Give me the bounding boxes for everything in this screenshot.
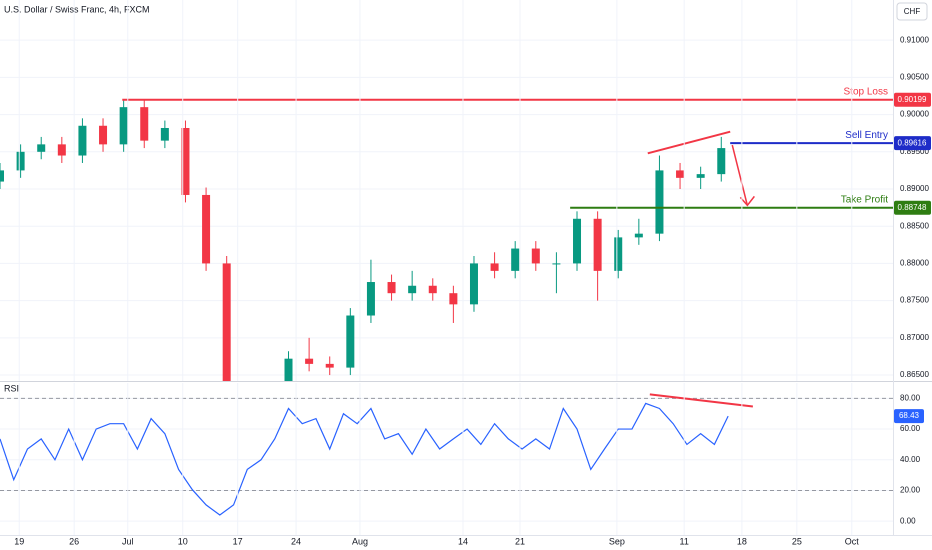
- candle-body: [634, 233, 643, 238]
- x-tick-label: 10: [178, 536, 188, 546]
- y-tick-label: 40.00: [900, 455, 921, 464]
- level-tag: [894, 92, 931, 107]
- arrow-head: [739, 195, 755, 207]
- level-value: 0.88748: [898, 203, 927, 212]
- y-tick-label: 0.88500: [900, 221, 929, 230]
- last-value: 68.43: [899, 411, 920, 420]
- x-tick-label: 24: [291, 536, 301, 546]
- y-tick-label: 20.00: [900, 486, 921, 495]
- level-tag: [894, 136, 931, 151]
- candle-body: [655, 170, 664, 234]
- candle-body: [717, 148, 726, 175]
- candle-body: [676, 170, 685, 178]
- x-tick-label: 11: [680, 536, 689, 546]
- x-tick-label: Sep: [609, 536, 625, 546]
- x-tick-label: 26: [69, 536, 79, 546]
- candle-body: [222, 263, 231, 381]
- candle-body: [284, 358, 293, 381]
- candle-body: [593, 218, 602, 271]
- candle-body: [469, 263, 478, 305]
- chart-title: U.S. Dollar / Swiss Franc, 4h, FXCM: [4, 4, 150, 14]
- candle-body: [449, 293, 458, 305]
- level-name: Stop Loss: [844, 86, 888, 97]
- x-tick-label: 19: [14, 536, 24, 546]
- candle-body: [16, 151, 25, 171]
- y-tick-label: 80.00: [900, 393, 921, 402]
- x-tick-label: 14: [458, 536, 468, 546]
- level-name: Sell Entry: [845, 130, 888, 141]
- level-name: Take Profit: [841, 194, 888, 205]
- candle-body: [119, 107, 128, 145]
- candle-body: [202, 194, 211, 264]
- level-tag: [894, 200, 931, 215]
- y-tick-label: 0.88000: [900, 259, 929, 268]
- candle-body: [99, 125, 108, 145]
- candle-body: [37, 144, 46, 152]
- rsi-line: [0, 402, 729, 516]
- trend-line: [647, 130, 731, 155]
- candle-body: [305, 358, 314, 364]
- candle-body: [511, 248, 520, 271]
- candle-body: [325, 363, 334, 368]
- y-tick-label: 0.90500: [900, 73, 929, 82]
- pane: [0, 393, 893, 522]
- level-value: 0.89616: [898, 138, 927, 147]
- x-tick-label: 17: [233, 536, 243, 546]
- y-tick-label: 0.87500: [900, 296, 929, 305]
- candle-body: [366, 282, 375, 316]
- candle-body: [552, 263, 561, 265]
- candle-body: [428, 285, 437, 294]
- candle-body: [696, 174, 705, 178]
- arrow-line: [731, 144, 749, 206]
- candle-body: [160, 127, 169, 141]
- y-tick-label: 0.87000: [900, 333, 929, 342]
- y-tick-label: 0.90000: [900, 110, 929, 119]
- y-tick-label: 0.00: [900, 516, 916, 525]
- candle-body: [408, 285, 417, 294]
- candle-body: [387, 282, 396, 294]
- y-tick-label: 0.89000: [900, 184, 929, 193]
- last-value-tag: [894, 409, 924, 424]
- currency-label[interactable]: CHF: [904, 7, 921, 16]
- level-value: 0.90199: [898, 95, 927, 104]
- x-tick-label: 25: [792, 536, 802, 546]
- x-tick-label: 21: [515, 536, 525, 546]
- currency-button[interactable]: [896, 2, 928, 21]
- y-tick-label: 0.91000: [900, 35, 929, 44]
- y-tick-label: 60.00: [900, 424, 921, 433]
- rsi-title: RSI: [4, 383, 19, 393]
- candle-body: [490, 263, 499, 271]
- candle-body: [181, 127, 190, 195]
- candle-body: [140, 107, 149, 141]
- candle-body: [573, 218, 582, 264]
- candle-body: [614, 237, 623, 271]
- y-tick-label: 0.89500: [900, 147, 929, 156]
- x-tick-label: 18: [737, 536, 747, 546]
- candle-body: [531, 248, 540, 264]
- x-tick-label: Oct: [845, 536, 860, 546]
- trend-line: [649, 393, 753, 408]
- candle-body: [78, 125, 87, 156]
- candle-body: [57, 144, 66, 156]
- candle-body: [0, 170, 4, 182]
- x-tick-label: Jul: [122, 536, 134, 546]
- candle-body: [346, 315, 355, 368]
- x-tick-label: Aug: [352, 536, 368, 546]
- y-tick-label: 0.86500: [900, 370, 929, 379]
- pane: [0, 39, 893, 381]
